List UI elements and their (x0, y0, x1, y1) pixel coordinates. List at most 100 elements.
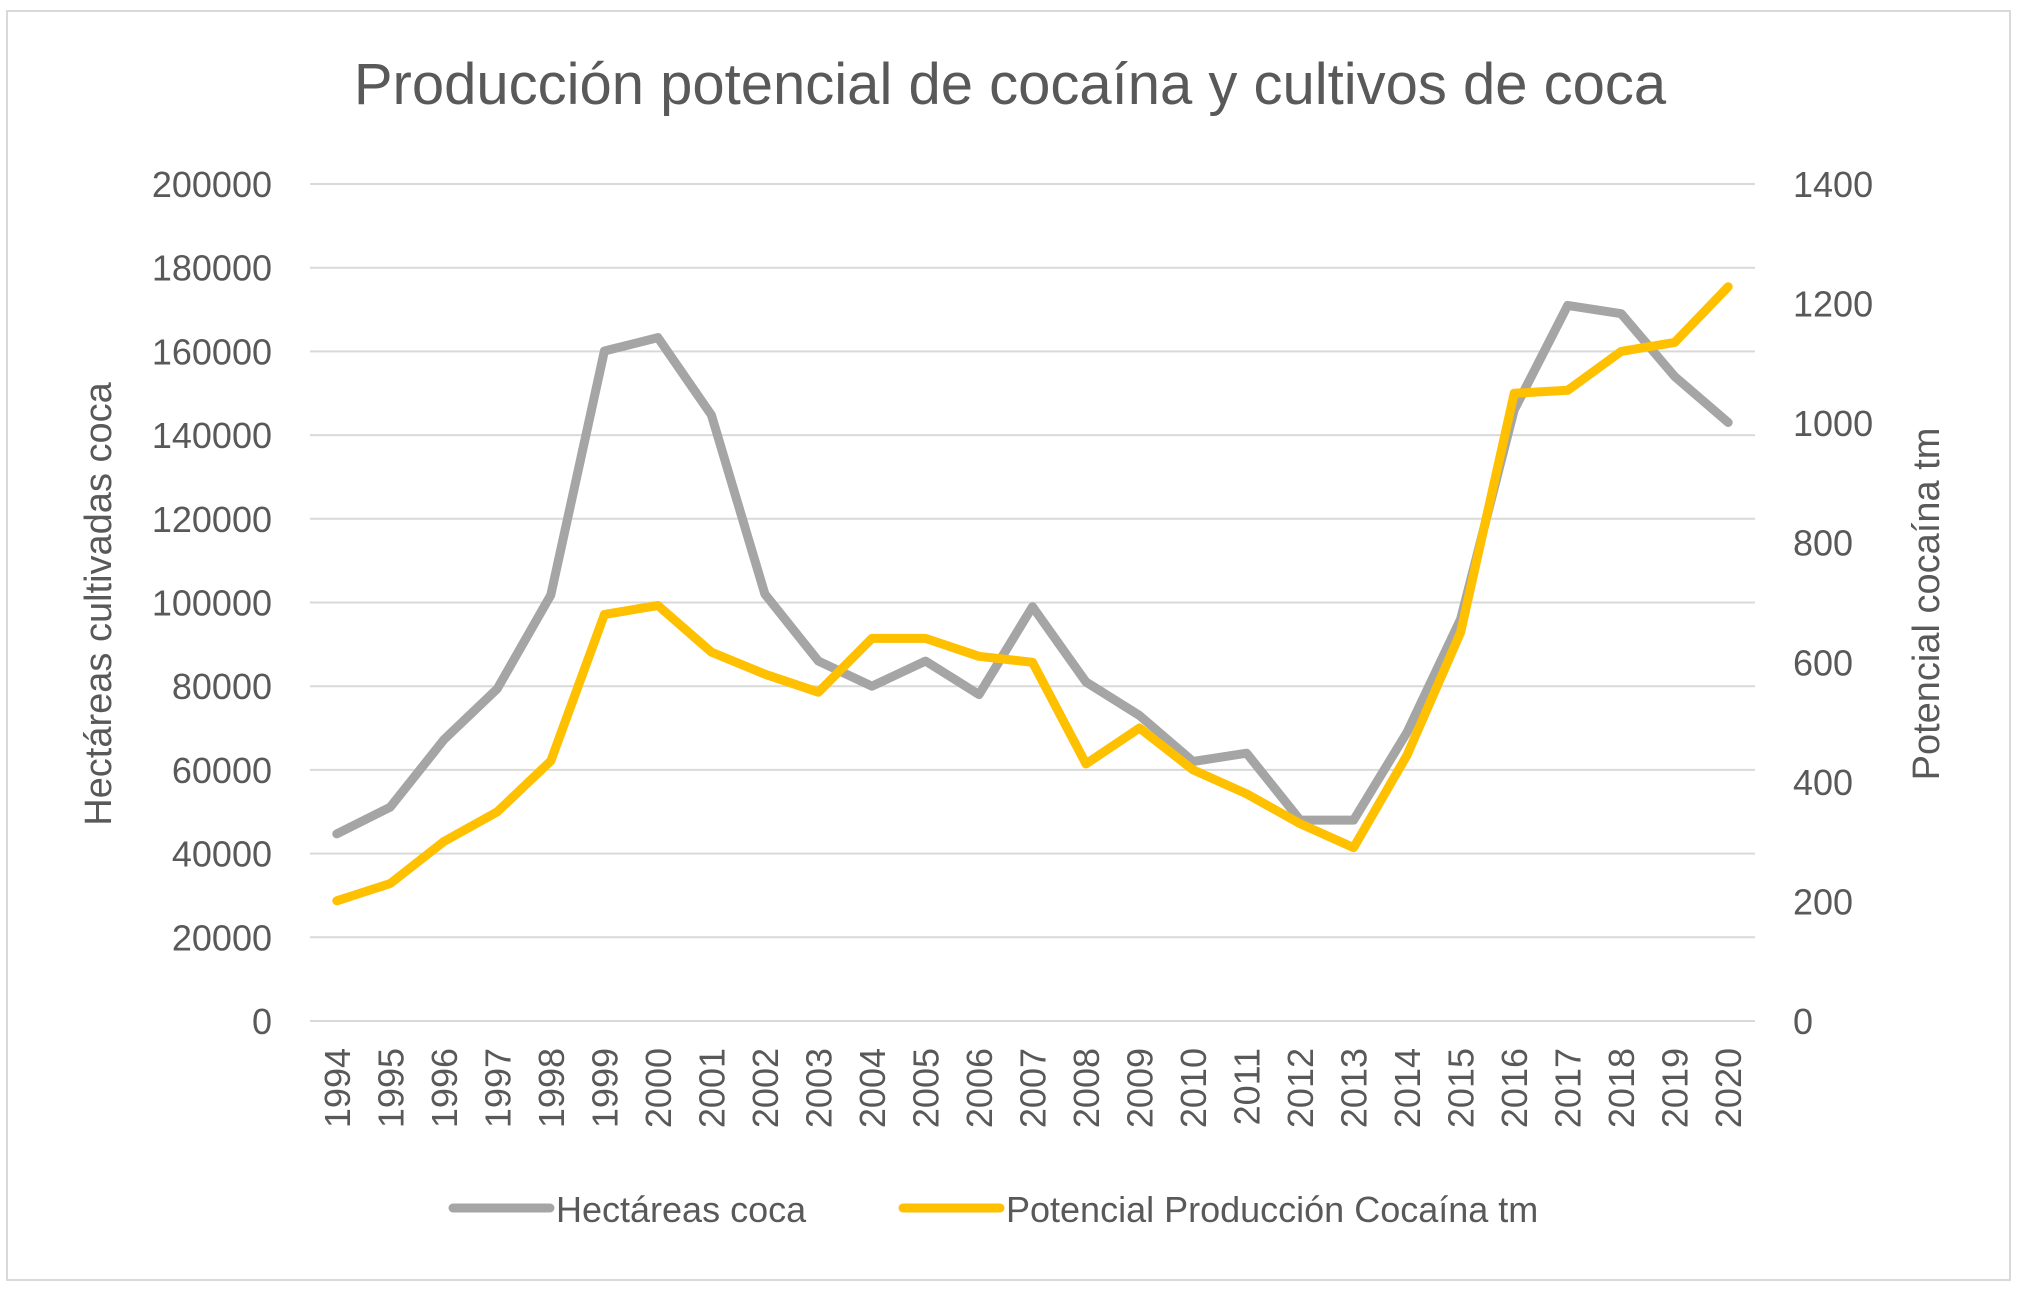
right-tick-label: 800 (1793, 523, 1853, 564)
x-tick-label: 2018 (1601, 1048, 1642, 1128)
x-tick-label: 2016 (1494, 1048, 1535, 1128)
legend-label: Potencial Producción Cocaína tm (1006, 1189, 1538, 1230)
series-0-point (441, 737, 446, 742)
left-axis-ticks: 0 20000 40000 60000 80000 100000 120000 140000 1… (152, 164, 272, 1042)
x-tick-label: 2007 (1013, 1048, 1054, 1128)
series-1-point (1405, 752, 1410, 757)
series-0-point (1726, 420, 1731, 425)
left-tick-label: 20000 (172, 917, 272, 958)
series-1-point (1619, 349, 1624, 354)
series-1-point (1512, 391, 1517, 396)
series-0-point (869, 684, 874, 689)
series-1-point (655, 603, 660, 608)
left-tick-label: 180000 (152, 248, 272, 289)
right-axis-ticks: 0 200 400 600 800 1000 1200 1400 (1793, 164, 1873, 1042)
series-1-point (1191, 767, 1196, 772)
left-tick-label: 200000 (152, 164, 272, 205)
series-0-point (976, 692, 981, 697)
series-1-point (869, 636, 874, 641)
right-tick-label: 400 (1793, 762, 1853, 803)
x-tick-label: 2008 (1066, 1048, 1107, 1128)
series-1-point (1030, 660, 1035, 665)
series-1-point (1458, 630, 1463, 635)
left-tick-label: 120000 (152, 499, 272, 540)
series-0-point (1405, 730, 1410, 735)
left-tick-label: 100000 (152, 583, 272, 624)
left-tick-label: 160000 (152, 331, 272, 372)
series-lines (332, 282, 1733, 906)
series-1-point (709, 650, 714, 655)
left-tick-label: 80000 (172, 666, 272, 707)
series-1-point (334, 898, 339, 903)
series-1-point (441, 839, 446, 844)
series-1-point (1351, 845, 1356, 850)
series-0-point (334, 831, 339, 836)
series-0-point (1244, 751, 1249, 756)
x-tick-label: 1998 (531, 1048, 572, 1128)
series-0-point (1619, 311, 1624, 316)
series-1-point (1565, 388, 1570, 393)
left-tick-label: 40000 (172, 834, 272, 875)
series-line-1 (332, 282, 1733, 906)
left-tick-label: 0 (252, 1001, 272, 1042)
series-1-point (976, 654, 981, 659)
series-0-point (548, 592, 553, 597)
x-tick-label: 2006 (959, 1048, 1000, 1128)
x-tick-label: 1994 (317, 1048, 358, 1128)
x-axis-ticks: 1994 1995 1996 1997 1998 1999 2000 2001 2002 2003… (317, 1048, 1749, 1128)
series-1-point (923, 636, 928, 641)
legend-label: Hectáreas coca (556, 1189, 807, 1230)
series-1-point (816, 690, 821, 695)
series-1-point (1137, 726, 1142, 731)
right-tick-label: 200 (1793, 881, 1853, 922)
x-tick-label: 2011 (1227, 1048, 1268, 1125)
series-1-point (1672, 340, 1677, 345)
x-tick-label: 2001 (691, 1048, 732, 1128)
x-tick-label: 2020 (1708, 1048, 1749, 1128)
series-0-point (1351, 818, 1356, 823)
series-1-point (602, 612, 607, 617)
series-1-point (762, 672, 767, 677)
series-1-point (1726, 284, 1731, 289)
series-1-point (388, 881, 393, 886)
x-tick-label: 1995 (370, 1048, 411, 1128)
series-line-0 (332, 300, 1733, 839)
right-tick-label: 600 (1793, 642, 1853, 683)
left-tick-label: 140000 (152, 415, 272, 456)
series-0-point (495, 686, 500, 691)
series-0-point (602, 348, 607, 353)
series-0-point (655, 335, 660, 340)
x-tick-label: 1996 (424, 1048, 465, 1128)
x-tick-label: 2004 (852, 1048, 893, 1128)
legend: Hectáreas coca Potencial Producción Cocaí… (448, 1189, 1538, 1230)
x-tick-label: 2002 (745, 1048, 786, 1128)
x-tick-label: 2000 (638, 1048, 679, 1128)
series-1-point (1244, 791, 1249, 796)
gridlines (310, 183, 1755, 1022)
right-tick-label: 1200 (1793, 284, 1873, 325)
x-tick-label: 2012 (1280, 1048, 1321, 1128)
series-0-point (1191, 759, 1196, 764)
x-tick-label: 2005 (905, 1048, 946, 1128)
series-0-point (1137, 713, 1142, 718)
chart-title: Producción potencial de cocaína y cultiv… (354, 52, 1667, 117)
left-tick-label: 60000 (172, 750, 272, 791)
series-0-point (1672, 374, 1677, 379)
series-0-point (923, 659, 928, 664)
x-tick-label: 2015 (1441, 1048, 1482, 1128)
series-0-point (762, 592, 767, 597)
x-tick-label: 2019 (1655, 1048, 1696, 1128)
series-0-point (709, 413, 714, 418)
x-tick-label: 2010 (1173, 1048, 1214, 1128)
x-tick-label: 2014 (1387, 1048, 1428, 1128)
series-1-point (548, 758, 553, 763)
series-0-point (816, 659, 821, 664)
series-0-point (1565, 303, 1570, 308)
x-tick-label: 2013 (1334, 1048, 1375, 1128)
series-0-point (388, 805, 393, 810)
left-axis-label: Hectáreas cultivadas coca (78, 381, 120, 825)
x-tick-label: 1999 (584, 1048, 625, 1128)
right-tick-label: 1000 (1793, 403, 1873, 444)
series-1-point (1084, 761, 1089, 766)
